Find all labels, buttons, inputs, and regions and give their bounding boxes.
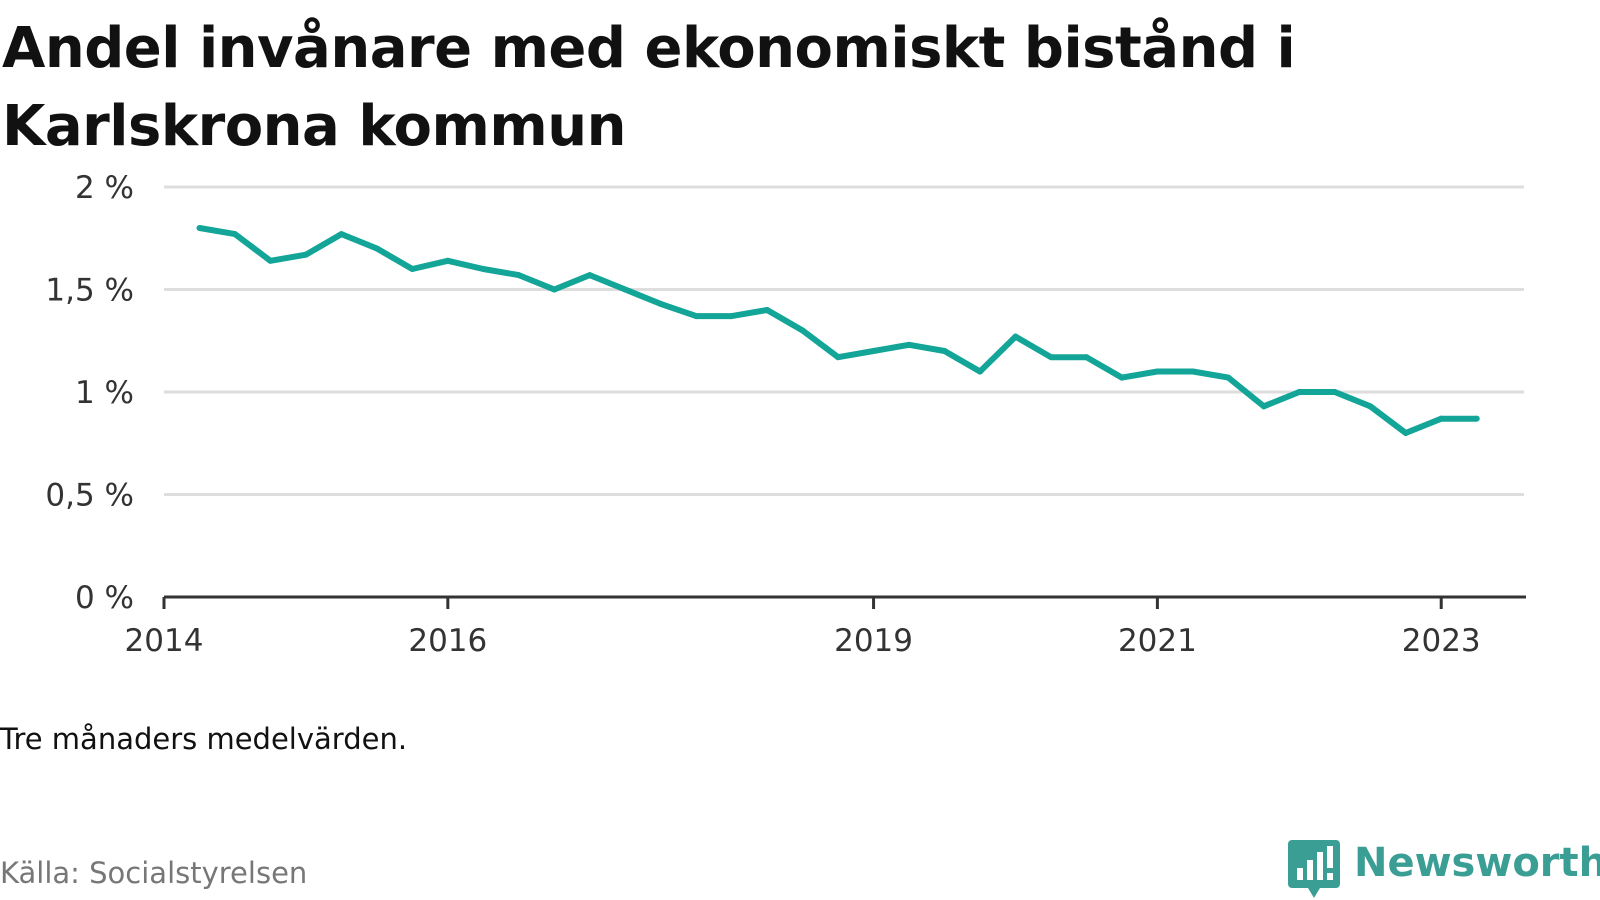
data-point (657, 300, 664, 307)
brand-name: Newsworthy (1354, 840, 1600, 886)
data-point (1083, 354, 1090, 361)
source-credit: Källa: Socialstyrelsen (0, 856, 308, 890)
data-point (196, 225, 203, 231)
data-point (1473, 415, 1480, 422)
data-point (1402, 430, 1409, 436)
x-tick-label: 2014 (125, 623, 204, 659)
x-axis-ticks: 2014 2016 2019 2021 2023 (125, 597, 1481, 659)
data-point (444, 257, 451, 264)
y-tick-label: 0,5 % (45, 478, 134, 514)
chart-note: Tre månaders medelvärden. (0, 722, 408, 756)
data-point (267, 257, 274, 264)
data-point (1367, 403, 1374, 410)
data-point (1047, 354, 1054, 361)
gridlines (164, 185, 1524, 496)
data-point (835, 354, 842, 361)
data-point (693, 313, 700, 320)
data-point (1260, 403, 1267, 410)
x-tick-label: 2023 (1402, 623, 1481, 659)
data-point (409, 266, 416, 272)
data-point (870, 348, 877, 354)
x-tick-label: 2019 (834, 623, 913, 659)
data-point (941, 348, 948, 354)
data-point (480, 266, 487, 272)
data-point (1154, 368, 1161, 375)
data-point (231, 231, 238, 238)
x-tick-label: 2021 (1118, 623, 1197, 659)
data-point (1118, 374, 1125, 381)
y-axis-tick-labels: 0 % 0,5 % 1 % 1,5 % 2 % (45, 170, 134, 616)
data-point (799, 327, 806, 334)
data-point (1012, 333, 1019, 340)
data-point (906, 341, 913, 348)
data-point (764, 307, 771, 313)
data-point (622, 286, 629, 293)
data-point (373, 245, 380, 252)
y-tick-label: 0 % (75, 580, 134, 616)
data-point (1296, 389, 1303, 395)
series-line (198, 225, 1477, 436)
chart-title: Andel invånare med ekonomiskt bistånd i … (2, 16, 1296, 159)
data-point (1331, 389, 1338, 395)
line-chart: 0 % 0,5 % 1 % 1,5 % 2 % 2014 2016 2019 2021 2023 (45, 170, 1526, 659)
y-tick-label: 1,5 % (45, 273, 134, 309)
y-tick-label: 2 % (75, 170, 134, 206)
newsworthy-logo[interactable]: Newsworthy (1288, 840, 1600, 900)
data-point (977, 368, 983, 375)
x-tick-label: 2016 (408, 623, 487, 659)
data-point (1225, 374, 1232, 381)
data-point (302, 251, 309, 258)
data-point (1438, 415, 1445, 422)
data-point (338, 231, 345, 238)
newsworthy-chart-logo-icon (1288, 840, 1340, 898)
data-point (515, 272, 522, 279)
data-points (196, 225, 1480, 436)
data-point (551, 286, 558, 293)
data-point (1189, 368, 1196, 375)
data-point (728, 313, 735, 320)
y-tick-label: 1 % (75, 375, 134, 411)
data-point (586, 272, 593, 279)
